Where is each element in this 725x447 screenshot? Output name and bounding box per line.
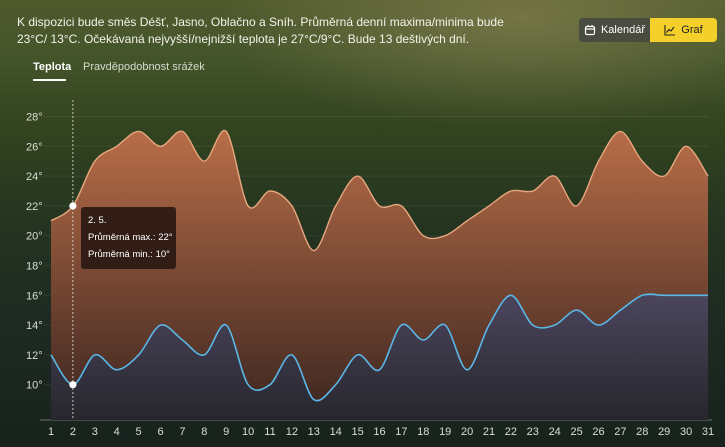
graph-view-button[interactable]: Graf — [650, 18, 717, 42]
x-tick-label: 9 — [223, 426, 229, 438]
tooltip-max-label: Průměrná max.: — [88, 232, 156, 243]
x-tick-label: 28 — [636, 426, 648, 438]
chart-tooltip: 2. 5. Průměrná max.: 22° Průměrná min.: … — [81, 207, 176, 269]
x-tick-label: 17 — [395, 426, 407, 438]
x-tick-label: 5 — [136, 426, 142, 438]
x-tick-label: 20 — [461, 426, 473, 438]
forecast-summary: K dispozici bude směs Déšť, Jasno, Oblač… — [17, 15, 504, 46]
tooltip-min-label: Průměrná min.: — [88, 249, 153, 260]
tooltip-max-value: 22° — [158, 232, 173, 243]
x-tick-label: 21 — [483, 426, 495, 438]
x-tick-label: 31 — [702, 426, 714, 438]
tab-temperature[interactable]: Teplota — [33, 61, 72, 73]
x-tick-label: 7 — [179, 426, 185, 438]
y-tick-label: 26° — [26, 141, 43, 153]
y-tick-label: 28° — [26, 112, 43, 124]
x-tick-label: 12 — [286, 426, 298, 438]
data-points — [69, 202, 77, 389]
x-tick-label: 18 — [417, 426, 429, 438]
tooltip-date: 2. 5. — [88, 215, 107, 226]
active-tab-indicator — [33, 79, 66, 81]
x-tick-label: 26 — [592, 426, 604, 438]
x-tick-label: 6 — [157, 426, 163, 438]
x-tick-label: 1 — [48, 426, 54, 438]
min-temperature-area — [51, 294, 708, 420]
x-tick-label: 3 — [92, 426, 98, 438]
x-tick-label: 10 — [242, 426, 254, 438]
x-tick-label: 27 — [614, 426, 626, 438]
view-toggle: Kalendář Graf — [579, 18, 717, 42]
x-tick-label: 8 — [201, 426, 207, 438]
y-tick-label: 20° — [26, 231, 43, 243]
x-tick-label: 15 — [351, 426, 363, 438]
min-temperature-line — [50, 293, 708, 402]
min-point-marker — [69, 381, 77, 389]
y-tick-label: 10° — [26, 380, 43, 392]
x-tick-label: 24 — [549, 426, 561, 438]
x-tick-label: 23 — [527, 426, 539, 438]
x-tick-label: 19 — [439, 426, 451, 438]
x-tick-label: 4 — [114, 426, 120, 438]
y-tick-label: 16° — [26, 290, 43, 302]
y-tick-label: 14° — [26, 320, 43, 332]
max-point-marker — [69, 202, 77, 210]
y-axis-ticks: 10° 12° 14° 16° 18° 20° 22° 24° 26° 28° — [26, 112, 43, 392]
x-tick-label: 2 — [70, 426, 76, 438]
y-tick-label: 18° — [26, 261, 43, 273]
calendar-view-label: Kalendář — [600, 24, 646, 36]
calendar-icon — [584, 25, 596, 36]
tooltip-max-row: Průměrná max.: 22° — [88, 229, 176, 246]
max-temperature-line — [50, 129, 709, 252]
x-tick-label: 14 — [330, 426, 342, 438]
x-tick-label: 25 — [570, 426, 582, 438]
y-tick-label: 24° — [26, 171, 43, 183]
y-tick-label: 22° — [26, 201, 43, 213]
x-tick-label: 13 — [308, 426, 320, 438]
tooltip-min-value: 10° — [155, 249, 170, 260]
x-tick-label: 11 — [264, 426, 275, 438]
calendar-view-button[interactable]: Kalendář — [579, 18, 650, 42]
line-chart-icon — [664, 25, 676, 36]
x-tick-label: 29 — [658, 426, 670, 438]
tab-precipitation[interactable]: Pravděpodobnost srážek — [83, 61, 205, 73]
y-tick-label: 12° — [26, 350, 43, 362]
tooltip-min-row: Průměrná min.: 10° — [88, 246, 176, 263]
graph-view-label: Graf — [681, 24, 703, 36]
x-tick-label: 16 — [373, 426, 385, 438]
x-axis-ticks: 1 2 3 4 5 6 7 8 9 10 11 12 13 14 15 16 17 18 19 20 21 22 23 24 2… — [48, 426, 714, 438]
x-tick-label: 30 — [680, 426, 692, 438]
x-tick-label: 22 — [505, 426, 517, 438]
